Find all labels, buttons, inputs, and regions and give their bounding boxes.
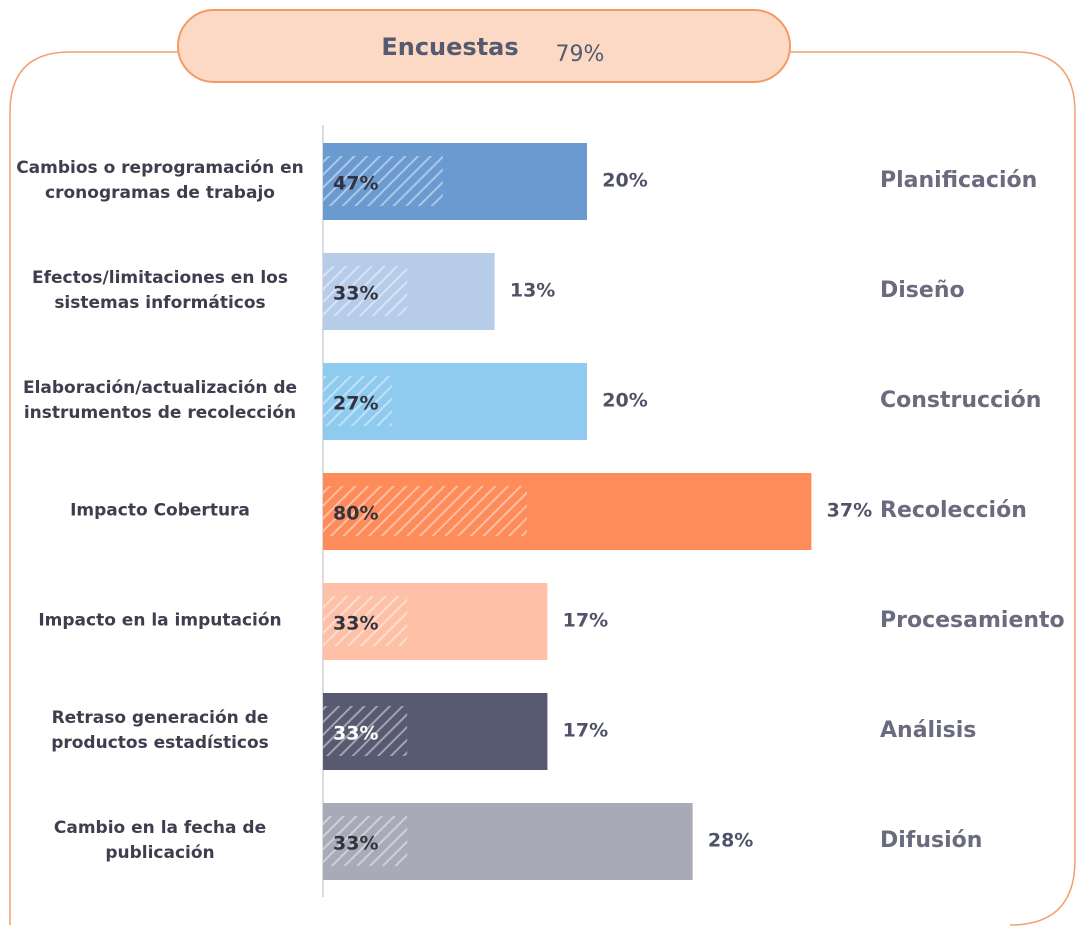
stage-label: Diseño (880, 278, 965, 303)
bar-value-label: 20% (602, 170, 647, 192)
category-label: Impacto Cobertura (70, 500, 250, 521)
stage-label: Difusión (880, 828, 982, 853)
category-label: Cambio en la fecha de publicación (53, 818, 267, 863)
title-tab (177, 9, 791, 83)
bar-value-label: 17% (563, 720, 608, 742)
hatched-value-label: 47% (333, 173, 378, 195)
category-label: Elaboración/actualización de instrumento… (22, 378, 298, 423)
hatched-value-label: 33% (333, 613, 378, 635)
stage-label: Construcción (880, 388, 1041, 413)
stage-label: Planificación (880, 168, 1037, 193)
chart-title: Encuestas (381, 33, 518, 61)
hatched-value-label: 80% (333, 503, 378, 525)
hatched-bar (323, 376, 392, 426)
bar-value-label: 17% (563, 610, 608, 632)
category-label: Retraso generación de productos estadíst… (51, 708, 269, 753)
hatched-bar (323, 156, 443, 206)
stage-label: Análisis (880, 718, 976, 743)
hatched-bar (323, 816, 408, 866)
hatched-value-label: 33% (333, 283, 378, 305)
bar-value-label: 37% (827, 500, 872, 522)
hatched-bar (323, 266, 408, 316)
hatched-bar (323, 706, 408, 756)
summary-value: 79% (556, 42, 605, 67)
category-label: Efectos/limitaciones en los sistemas inf… (32, 268, 288, 313)
hatched-value-label: 33% (333, 723, 378, 745)
bar-value-label: 13% (510, 280, 555, 302)
category-label: Impacto en la imputación (38, 610, 282, 631)
hatched-bar (323, 486, 527, 536)
stage-label: Recolección (880, 498, 1027, 523)
frame (9, 51, 1076, 926)
bar-value-label: 28% (708, 830, 753, 852)
hatched-value-label: 33% (333, 833, 378, 855)
stage-label: Procesamiento (880, 608, 1065, 633)
category-label: Cambios o reprogramación en cronogramas … (16, 158, 304, 203)
hatched-value-label: 27% (333, 393, 378, 415)
hatched-bar (323, 596, 408, 646)
bar-value-label: 20% (602, 390, 647, 412)
